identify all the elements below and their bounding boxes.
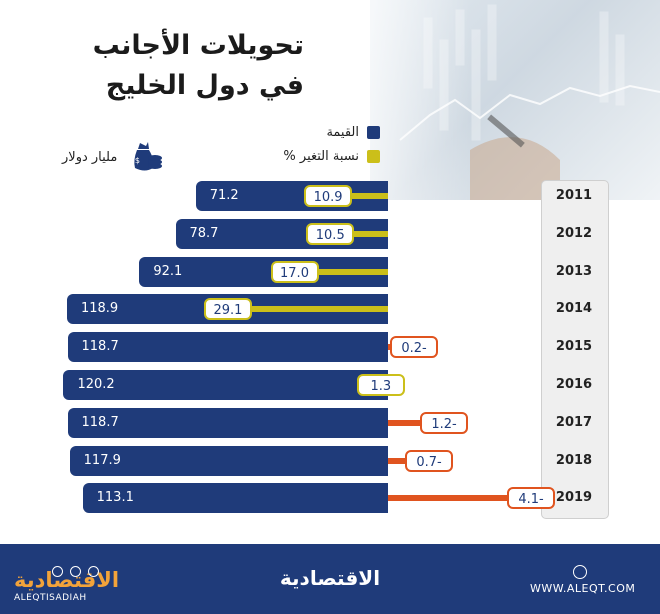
money-bag-icon: $: [134, 142, 163, 171]
year-panel: [541, 180, 609, 519]
value-bar: [63, 370, 388, 400]
change-stripe: [318, 268, 388, 275]
globe-icon: [573, 565, 587, 579]
legend-item-value: القيمة: [270, 120, 380, 144]
svg-text:$: $: [135, 156, 140, 165]
year-label: 2016: [555, 377, 593, 392]
value-bar: [69, 445, 388, 476]
unit-label-group: $ مليار دولار: [62, 140, 165, 174]
footer-handle: ALEQTISADIAH: [14, 593, 87, 603]
change-stripe: [388, 419, 424, 426]
title-line-2: في دول الخليج: [105, 70, 304, 101]
instagram-icon[interactable]: [52, 566, 63, 577]
change-stripe: [388, 457, 409, 464]
value-label: 78.7: [189, 225, 219, 241]
value-bar: [67, 332, 388, 363]
value-label: 113.1: [96, 490, 134, 506]
change-label: 10.9: [304, 185, 353, 207]
change-stripe: [354, 230, 388, 237]
title-line-1: تحويلات الأجانب: [92, 30, 304, 61]
value-label: 117.9: [83, 452, 121, 468]
footer-bar: [0, 544, 660, 614]
year-label: 2013: [555, 263, 593, 279]
legend-item-pct: نسبة التغير %: [270, 144, 380, 168]
year-label: 2017: [555, 414, 593, 430]
legend-swatch-pct: [367, 149, 380, 163]
value-label: 118.7: [81, 414, 119, 430]
footer-logo: الاقتصادية: [14, 568, 120, 592]
legend-swatch-value: [367, 125, 380, 139]
value-label: 118.9: [80, 301, 119, 317]
year-label: 2015: [555, 339, 593, 355]
year-label: 2011: [555, 188, 593, 203]
year-label: 2018: [555, 452, 593, 468]
footer-url[interactable]: WWW.ALEQT.COM: [530, 582, 636, 595]
value-label: 71.2: [209, 188, 239, 203]
facebook-icon[interactable]: [70, 566, 81, 577]
legend-label-value: القيمة: [326, 124, 359, 140]
change-label: 0.2-: [390, 336, 438, 359]
footer-brand: الاقتصادية: [279, 566, 381, 590]
year-label: 2019: [555, 490, 593, 506]
year-label: 2014: [555, 301, 593, 317]
value-label: 120.2: [77, 377, 115, 392]
twitter-icon[interactable]: [88, 566, 99, 577]
year-label: 2012: [555, 225, 593, 241]
change-label: 0.7-: [405, 449, 453, 472]
background-fade: [330, 0, 470, 200]
change-label: 17.0: [270, 260, 319, 283]
change-label: 1.3: [356, 374, 405, 396]
value-bar: [82, 483, 388, 514]
legend-label-pct: نسبة التغير %: [283, 148, 359, 164]
change-label: 10.5: [306, 222, 355, 245]
change-label: 1.2-: [420, 411, 468, 434]
unit-label: مليار دولار: [62, 149, 118, 165]
value-bar: [67, 407, 388, 438]
value-label: 92.1: [153, 263, 183, 279]
change-label: 29.1: [203, 298, 252, 321]
change-stripe: [388, 495, 511, 502]
chart-title: تحويلات الأجانب في دول الخليج: [4, 26, 304, 106]
value-label: 118.7: [81, 339, 119, 355]
change-stripe: [251, 306, 388, 313]
change-stripe: [352, 193, 388, 199]
change-label: 4.1-: [507, 487, 555, 510]
chart-legend: القيمة نسبة التغير %: [270, 120, 380, 168]
